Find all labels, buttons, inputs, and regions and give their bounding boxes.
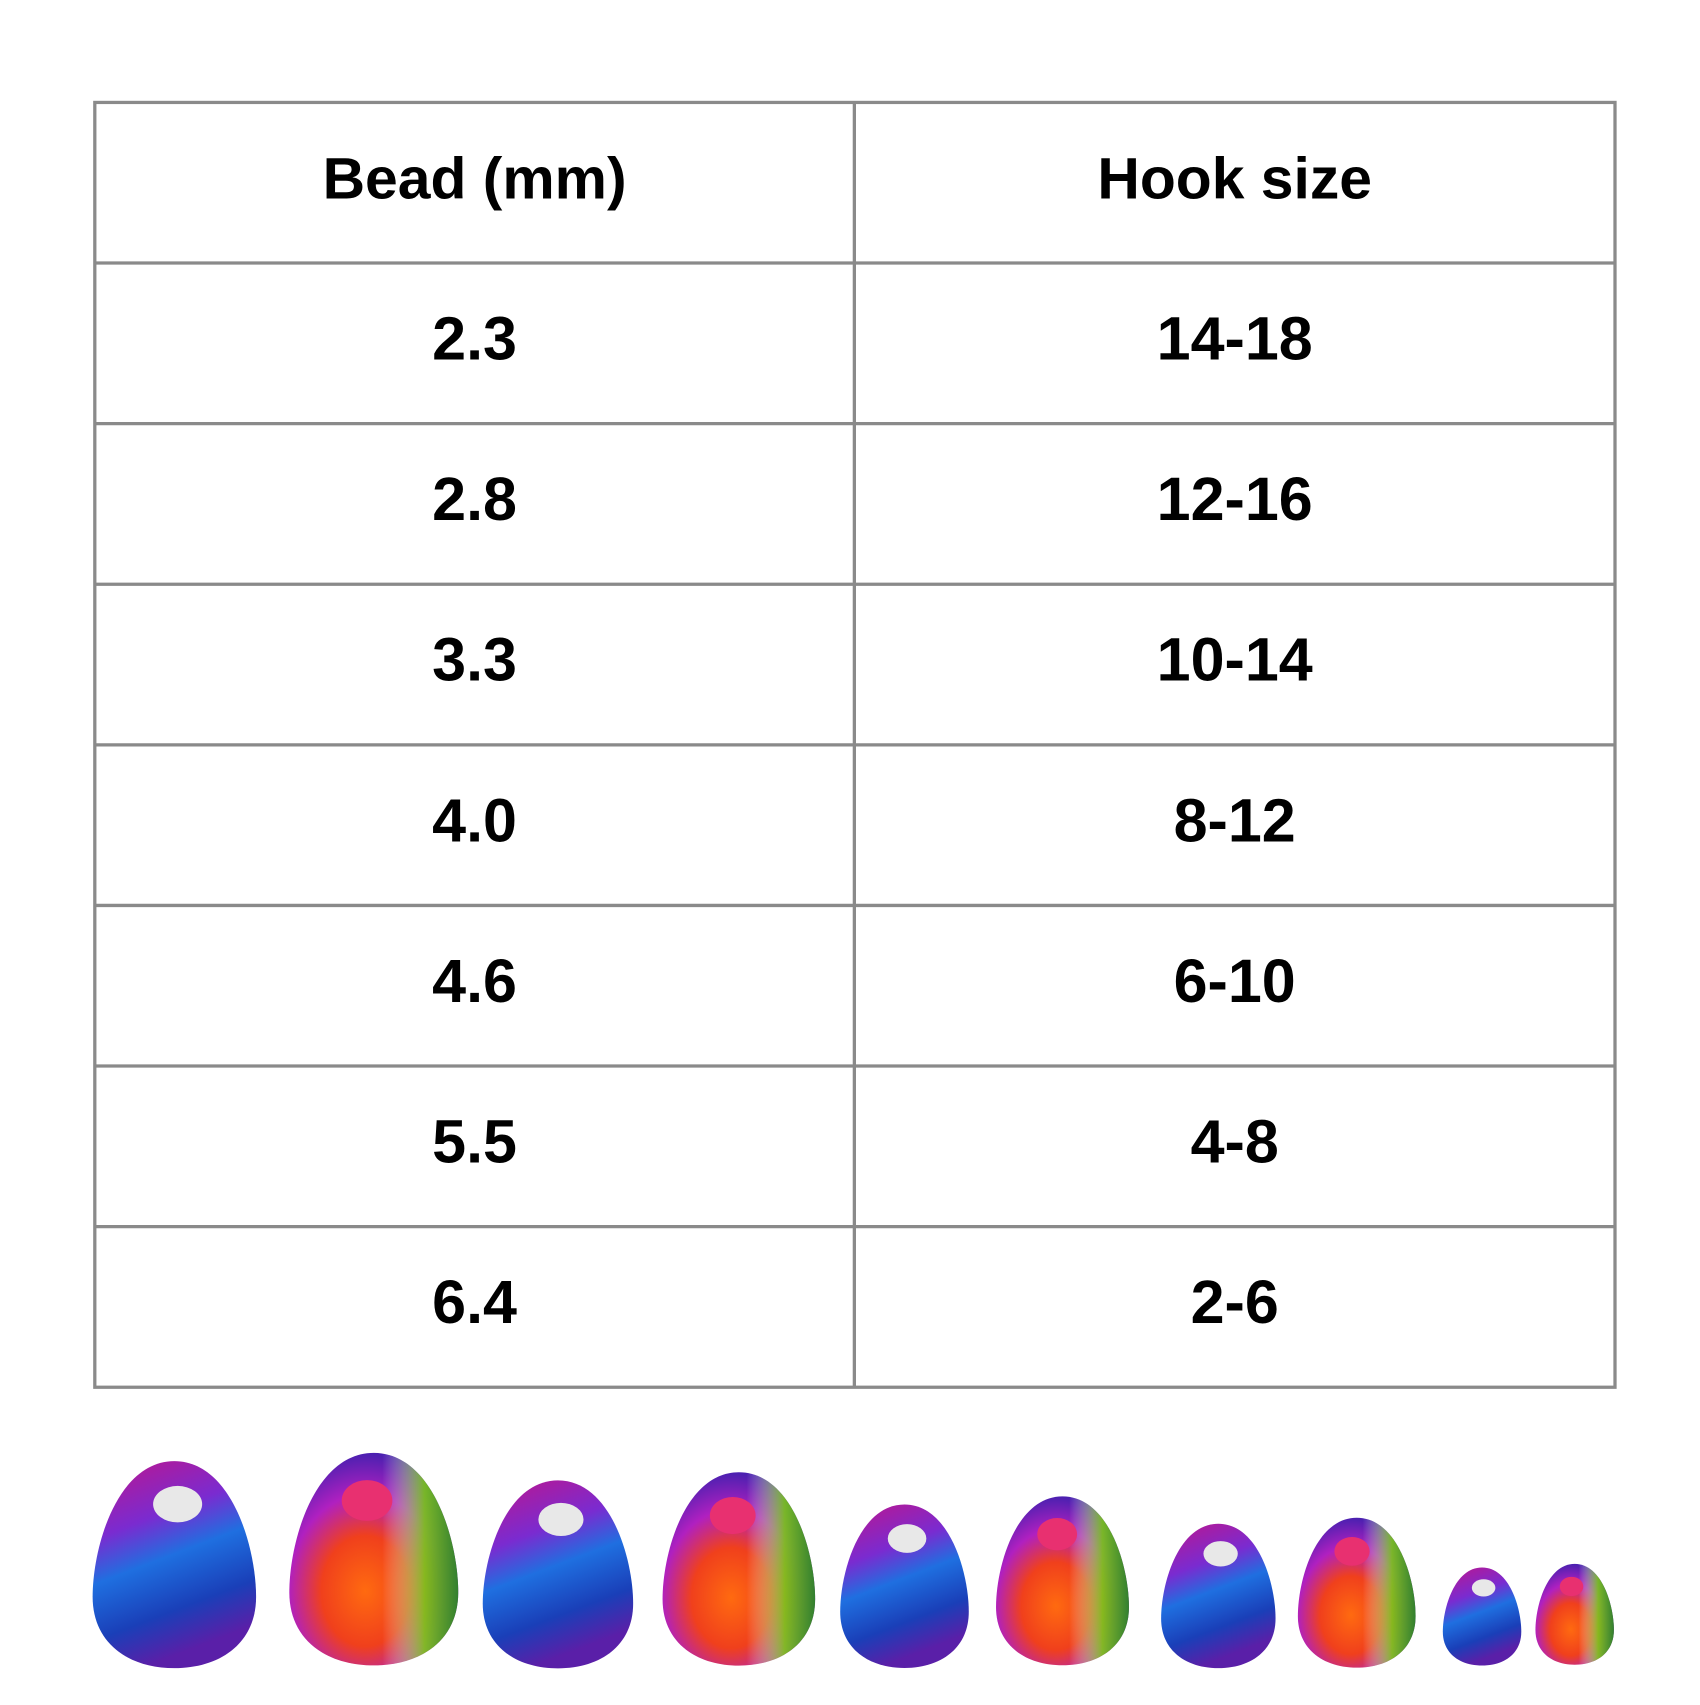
table-cell: 8-12 [1174, 786, 1296, 854]
table-cell: 2-6 [1191, 1268, 1279, 1336]
table-cell: 4-8 [1191, 1107, 1279, 1175]
bead-orange [1535, 1563, 1614, 1665]
table-cell: 12-16 [1157, 465, 1313, 533]
table-cell: 2.8 [432, 465, 517, 533]
table-cell: 3.3 [432, 626, 517, 694]
table-cell: 6-10 [1174, 947, 1296, 1015]
table-cell: 6.4 [432, 1268, 517, 1336]
bead-orange [289, 1452, 459, 1666]
table-cell: 10-14 [1157, 626, 1313, 694]
bead-images [92, 1452, 1614, 1669]
table-cell: 14-18 [1157, 304, 1313, 372]
bead-blue [1442, 1567, 1522, 1666]
bead-blue [92, 1461, 257, 1669]
bead-blue [482, 1480, 634, 1669]
bead-orange [996, 1496, 1129, 1666]
bead-orange [1297, 1517, 1416, 1668]
column-header: Bead (mm) [323, 146, 627, 211]
bead-blue [840, 1504, 969, 1668]
bead-orange [662, 1472, 816, 1666]
table-cell: 4.0 [432, 786, 517, 854]
table: Bead (mm) Hook size 2.3 14-18 2.8 12-16 3.3 10-… [93, 100, 1617, 1389]
bead-blue [1161, 1523, 1276, 1669]
column-header: Hook size [1097, 146, 1372, 211]
table-cell: 2.3 [432, 304, 517, 372]
table-cell: 4.6 [432, 947, 517, 1015]
table-cell: 5.5 [432, 1107, 517, 1175]
